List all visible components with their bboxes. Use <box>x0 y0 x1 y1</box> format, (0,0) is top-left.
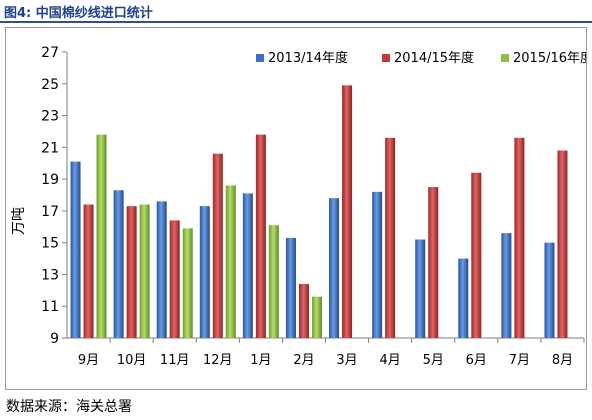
bar-series-3-4 <box>225 185 236 338</box>
x-tick-labels: 9月 10月 11月 12月 1月 2月 3月 4月 5月 6月 7月 8月 <box>78 353 573 368</box>
y-tick-label: 15 <box>41 236 59 252</box>
bar-series-1-2 <box>113 190 124 338</box>
y-tick-label: 19 <box>41 172 59 188</box>
bar-series-3-2 <box>139 204 150 338</box>
x-tick-label: 11月 <box>160 353 190 368</box>
x-tick-label: 7月 <box>509 353 530 368</box>
bar-series-1-10 <box>458 258 469 338</box>
bar-series-2-9 <box>428 187 439 338</box>
bar-series-2-8 <box>385 137 396 338</box>
x-tick-label: 8月 <box>552 353 573 368</box>
bar-series-2-5 <box>255 134 266 338</box>
x-tick-label: 10月 <box>117 353 147 368</box>
x-tick-label: 5月 <box>423 353 444 368</box>
figure-title: 图4: 中国棉纱线进口统计 <box>4 6 153 21</box>
x-tick-label: 6月 <box>466 353 487 368</box>
chart-legend: 2013/14年度 2014/15年度 2015/16年度 <box>256 50 586 66</box>
y-tick-labels: 9 11 13 15 17 19 21 23 25 27 <box>41 45 59 347</box>
bar-series-2-12 <box>557 150 568 338</box>
y-tick-label: 11 <box>41 299 59 315</box>
y-tick-label: 13 <box>41 267 59 283</box>
bar-series-1-3 <box>156 201 167 338</box>
bar-series-3-6 <box>311 296 322 338</box>
bar-series-1-4 <box>199 206 210 338</box>
legend-swatch-1 <box>256 54 264 62</box>
bar-series-1-1 <box>70 161 81 338</box>
x-tick-label: 1月 <box>250 353 271 368</box>
chart-axes <box>62 51 585 343</box>
bar-series-2-10 <box>471 172 482 338</box>
bar-series-1-8 <box>372 191 383 338</box>
bar-series-2-7 <box>342 85 353 338</box>
y-tick-label: 21 <box>41 140 59 156</box>
legend-label-3: 2015/16年度 <box>513 50 586 66</box>
chart-frame: 9 11 13 15 17 19 21 23 25 27 9月 10月 11月 12月 1月 2月 3月 4月 5… <box>5 27 587 390</box>
title-rule <box>0 21 592 23</box>
bar-series-3-3 <box>182 228 193 338</box>
bar-series-2-2 <box>126 206 137 338</box>
bar-chart: 9 11 13 15 17 19 21 23 25 27 9月 10月 11月 12月 1月 2月 3月 4月 5… <box>11 45 586 368</box>
legend-label-1: 2013/14年度 <box>268 50 348 66</box>
chart-bars <box>70 85 568 338</box>
y-tick-label: 23 <box>41 109 59 125</box>
y-tick-label: 25 <box>41 77 59 93</box>
bar-series-1-9 <box>415 239 426 338</box>
legend-swatch-2 <box>382 54 390 62</box>
x-tick-label: 9月 <box>78 353 99 368</box>
x-tick-label: 3月 <box>336 353 357 368</box>
legend-swatch-3 <box>501 54 509 62</box>
x-tick-label: 4月 <box>379 353 400 368</box>
bar-series-1-12 <box>544 242 555 338</box>
bar-series-2-1 <box>83 204 94 338</box>
y-tick-label: 9 <box>50 331 59 347</box>
bar-series-3-1 <box>96 134 107 338</box>
bar-series-2-11 <box>514 137 525 338</box>
y-axis-label: 万吨 <box>11 207 27 235</box>
bar-series-3-5 <box>268 225 279 338</box>
x-tick-label: 2月 <box>293 353 314 368</box>
bar-series-2-4 <box>212 153 223 338</box>
bar-series-2-3 <box>169 220 180 338</box>
bar-series-1-7 <box>329 198 340 338</box>
bar-series-1-11 <box>501 233 512 338</box>
source-note: 数据来源：海关总署 <box>6 399 132 415</box>
x-tick-label: 12月 <box>203 353 233 368</box>
bar-series-1-6 <box>285 237 296 338</box>
bar-series-2-6 <box>298 283 309 338</box>
y-tick-label: 17 <box>41 204 59 220</box>
y-tick-label: 27 <box>41 45 59 61</box>
bar-series-1-5 <box>242 193 253 338</box>
legend-label-2: 2014/15年度 <box>394 50 474 66</box>
